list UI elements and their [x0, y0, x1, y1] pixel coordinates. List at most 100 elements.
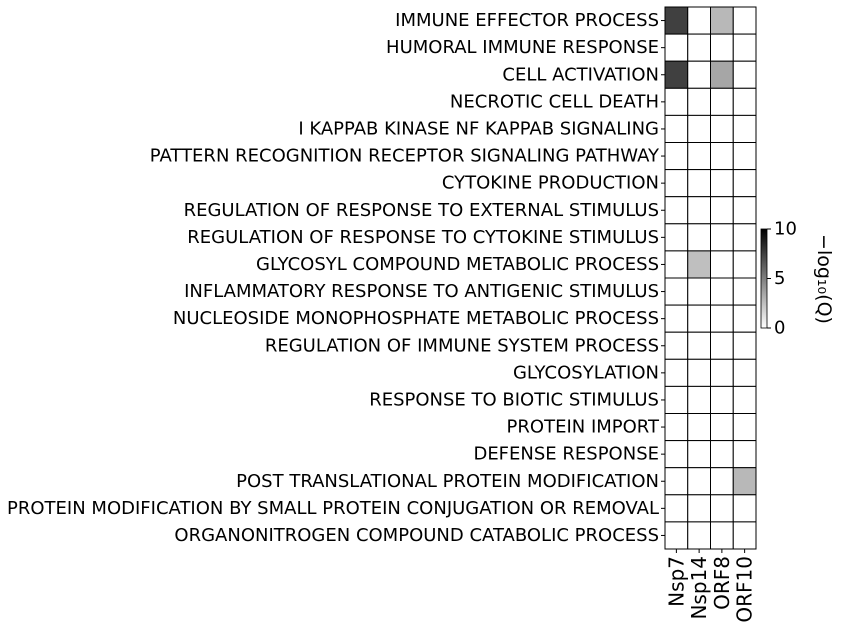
heatmap-cell — [664, 331, 689, 360]
heatmap-cell — [710, 250, 734, 279]
heatmap-cell — [732, 494, 757, 523]
heatmap-cell — [732, 385, 757, 414]
heatmap-cell — [664, 196, 689, 225]
row-label: GLYCOSYLATION — [513, 362, 659, 383]
heatmap-cell — [687, 33, 711, 62]
heatmap-cell — [710, 304, 734, 333]
heatmap-cell — [687, 114, 711, 144]
colorbar-tick-label: 5 — [774, 268, 785, 289]
heatmap-cell — [664, 114, 689, 144]
row-label: NUCLEOSIDE MONOPHOSPHATE METABOLIC PROCE… — [173, 308, 659, 329]
heatmap-cell — [664, 169, 689, 198]
heatmap-cell — [732, 440, 757, 469]
heatmap-cell — [687, 223, 711, 252]
row-label: POST TRANSLATIONAL PROTEIN MODIFICATION — [236, 471, 659, 492]
row-label: CYTOKINE PRODUCTION — [442, 173, 659, 194]
axis-ticks — [661, 20, 746, 553]
heatmap-cell — [732, 413, 757, 442]
heatmap-cell — [710, 358, 734, 387]
heatmap-cell — [664, 521, 689, 550]
heatmap-cell — [687, 169, 711, 198]
heatmap-cell — [664, 413, 689, 442]
row-label: INFLAMMATORY RESPONSE TO ANTIGENIC STIMU… — [184, 281, 659, 302]
column-label: ORF8 — [710, 556, 734, 610]
row-label: PROTEIN MODIFICATION BY SMALL PROTEIN CO… — [7, 498, 659, 519]
heatmap-cell — [732, 6, 757, 35]
heatmap-cell — [664, 494, 689, 523]
heatmap-cell — [687, 358, 711, 387]
heatmap-cell — [710, 169, 734, 198]
row-labels: IMMUNE EFFECTOR PROCESS HUMORAL IMMUNE RE… — [7, 10, 660, 546]
heatmap-cell — [664, 277, 689, 306]
heatmap-cell — [732, 60, 757, 89]
heatmap-cell — [732, 223, 757, 252]
colorbar-ticks: 0 5 10 — [767, 219, 797, 339]
heatmap-cell — [710, 114, 734, 144]
heatmap-cell — [710, 6, 734, 35]
heatmap-cell — [687, 521, 711, 550]
heatmap-cell — [687, 87, 711, 116]
heatmap-cell — [687, 60, 711, 89]
heatmap-cell — [710, 196, 734, 225]
heatmap-cell — [710, 467, 734, 496]
row-label: GLYCOSYL COMPOUND METABOLIC PROCESS — [256, 254, 659, 275]
heatmap-cell — [687, 304, 711, 333]
heatmap-cell — [664, 385, 689, 414]
heatmap-cell — [664, 304, 689, 333]
heatmap-cell — [732, 142, 757, 171]
row-label: DEFENSE RESPONSE — [473, 444, 659, 465]
heatmap-cell — [687, 196, 711, 225]
heatmap-cell — [664, 440, 689, 469]
heatmap-cell — [710, 223, 734, 252]
row-label: CELL ACTIVATION — [502, 64, 659, 85]
column-label: Nsp14 — [687, 556, 711, 620]
heatmap-cell — [664, 142, 689, 171]
colorbar-tick-label: 10 — [774, 219, 797, 240]
row-label: HUMORAL IMMUNE RESPONSE — [386, 37, 659, 58]
heatmap-cell — [687, 467, 711, 496]
heatmap-cell — [664, 250, 689, 279]
row-label: PATTERN RECOGNITION RECEPTOR SIGNALING P… — [150, 146, 660, 167]
row-label: REGULATION OF RESPONSE TO CYTOKINE STIMU… — [187, 227, 659, 248]
heatmap-cell — [687, 440, 711, 469]
heatmap-cell — [664, 223, 689, 252]
heatmap-cell — [710, 521, 734, 550]
heatmap-cell — [710, 142, 734, 171]
colorbar-label: −log₁₀(Q) — [813, 234, 835, 324]
row-label: NECROTIC CELL DEATH — [450, 91, 659, 112]
heatmap-cell — [687, 494, 711, 523]
colorbar — [760, 228, 768, 329]
heatmap-cell — [732, 521, 757, 550]
heatmap-cell — [732, 467, 757, 496]
colorbar-tick-label: 0 — [774, 318, 785, 339]
heatmap-cell — [664, 6, 689, 35]
row-label: I KAPPAB KINASE NF KAPPAB SIGNALING — [298, 118, 659, 139]
heatmap-cells — [664, 6, 757, 550]
row-label: ORGANONITROGEN COMPOUND CATABOLIC PROCES… — [174, 525, 659, 546]
heatmap-cell — [710, 440, 734, 469]
heatmap-cell — [687, 331, 711, 360]
heatmap-cell — [687, 142, 711, 171]
row-label: RESPONSE TO BIOTIC STIMULUS — [369, 389, 659, 410]
heatmap-cell — [664, 358, 689, 387]
heatmap-cell — [732, 277, 757, 306]
heatmap-cell — [710, 413, 734, 442]
heatmap-cell — [687, 385, 711, 414]
heatmap-cell — [710, 87, 734, 116]
heatmap-cell — [687, 250, 711, 279]
heatmap-cell — [732, 114, 757, 144]
heatmap-cell — [732, 358, 757, 387]
row-label: PROTEIN IMPORT — [507, 417, 660, 438]
heatmap-cell — [687, 6, 711, 35]
heatmap-cell — [687, 277, 711, 306]
heatmap-cell — [732, 196, 757, 225]
heatmap-cell — [732, 33, 757, 62]
heatmap-cell — [664, 467, 689, 496]
row-label: IMMUNE EFFECTOR PROCESS — [395, 10, 659, 31]
heatmap-cell — [732, 331, 757, 360]
row-label: REGULATION OF IMMUNE SYSTEM PROCESS — [265, 335, 659, 356]
heatmap-cell — [732, 250, 757, 279]
heatmap-cell — [664, 87, 689, 116]
